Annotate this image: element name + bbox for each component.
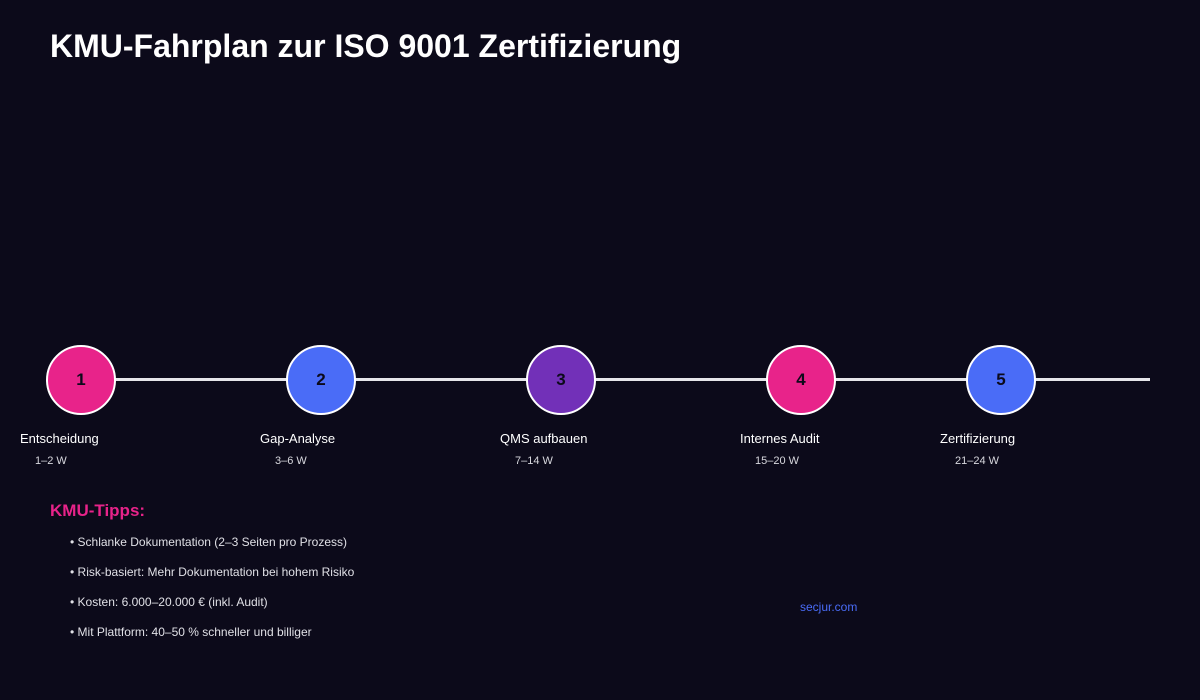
step-number-circle: 3 [526,345,596,415]
step-duration: 15–20 W [755,455,800,467]
step-duration: 3–6 W [275,455,307,467]
tip-item: • Kosten: 6.000–20.000 € (inkl. Audit) [70,595,268,609]
source-label: secjur.com [800,600,858,614]
step-label: Gap-Analyse [260,431,336,446]
step-label: Zertifizierung [940,431,1016,446]
page-title: KMU-Fahrplan zur ISO 9001 Zertifizierung [50,28,682,64]
timeline-step-1: 1 Entscheidung 1–2 W [20,345,240,475]
step-label: QMS aufbauen [500,431,588,446]
step-number-circle: 4 [766,345,836,415]
timeline-step-5: 5 Zertifizierung 21–24 W [940,345,1160,475]
step-number-circle: 1 [46,345,116,415]
tips-heading: KMU-Tipps: [50,501,146,520]
timeline-step-4: 4 Internes Audit 15–20 W [740,345,960,475]
step-duration: 1–2 W [35,455,67,467]
step-duration: 21–24 W [955,455,1000,467]
timeline-line [80,378,1150,381]
step-number-circle: 2 [286,345,356,415]
tip-item: • Mit Plattform: 40–50 % schneller und b… [70,625,312,639]
step-label: Internes Audit [740,431,820,446]
timeline-step-2: 2 Gap-Analyse 3–6 W [260,345,480,475]
step-duration: 7–14 W [515,455,553,467]
timeline-step-3: 3 QMS aufbauen 7–14 W [500,345,720,475]
tip-item: • Schlanke Dokumentation (2–3 Seiten pro… [70,535,348,549]
tip-item: • Risk-basiert: Mehr Dokumentation bei h… [70,565,355,579]
step-label: Entscheidung [20,431,99,446]
tips-list: • Schlanke Dokumentation (2–3 Seiten pro… [70,535,354,655]
step-number-circle: 5 [966,345,1036,415]
